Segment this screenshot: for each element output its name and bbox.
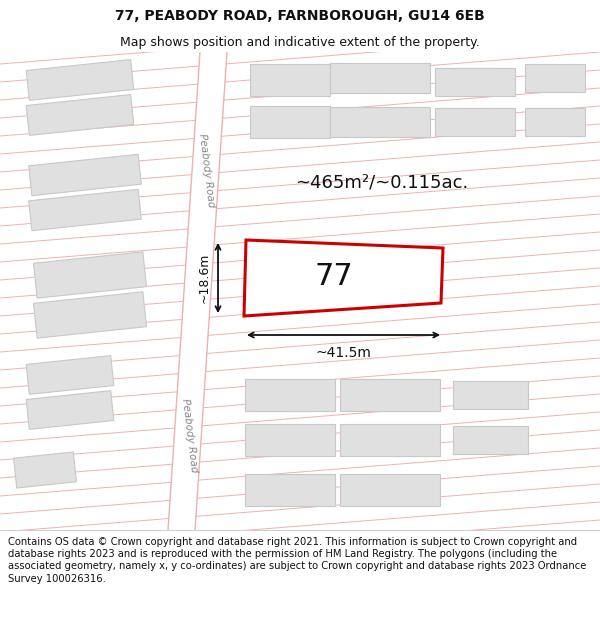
Bar — [34, 252, 146, 298]
Text: Map shows position and indicative extent of the property.: Map shows position and indicative extent… — [120, 36, 480, 49]
Polygon shape — [168, 52, 227, 530]
Bar — [340, 379, 440, 411]
Text: ~41.5m: ~41.5m — [316, 346, 371, 360]
Bar — [525, 64, 585, 92]
Bar — [452, 381, 527, 409]
Bar — [245, 424, 335, 456]
Bar — [26, 94, 134, 136]
Text: 77, PEABODY ROAD, FARNBOROUGH, GU14 6EB: 77, PEABODY ROAD, FARNBOROUGH, GU14 6EB — [115, 9, 485, 22]
Text: Peabody Road: Peabody Road — [180, 398, 199, 472]
Bar — [14, 452, 76, 488]
Bar — [330, 63, 430, 93]
Text: ~18.6m: ~18.6m — [197, 253, 211, 303]
Bar — [26, 59, 134, 101]
Bar — [29, 154, 141, 196]
Text: 77: 77 — [314, 262, 353, 291]
Bar — [250, 106, 330, 138]
Bar — [245, 474, 335, 506]
Bar — [435, 68, 515, 96]
Bar — [34, 292, 146, 338]
Bar — [330, 107, 430, 137]
Bar — [26, 391, 114, 429]
Bar — [29, 189, 141, 231]
Bar — [525, 108, 585, 136]
Polygon shape — [244, 240, 443, 316]
Bar — [452, 426, 527, 454]
Text: Peabody Road: Peabody Road — [197, 132, 216, 208]
Bar — [340, 424, 440, 456]
Bar — [435, 108, 515, 136]
Bar — [245, 379, 335, 411]
Bar — [250, 64, 330, 96]
Text: ~465m²/~0.115ac.: ~465m²/~0.115ac. — [295, 173, 468, 191]
Text: Contains OS data © Crown copyright and database right 2021. This information is : Contains OS data © Crown copyright and d… — [8, 537, 586, 584]
Bar — [26, 356, 114, 394]
Bar — [340, 474, 440, 506]
